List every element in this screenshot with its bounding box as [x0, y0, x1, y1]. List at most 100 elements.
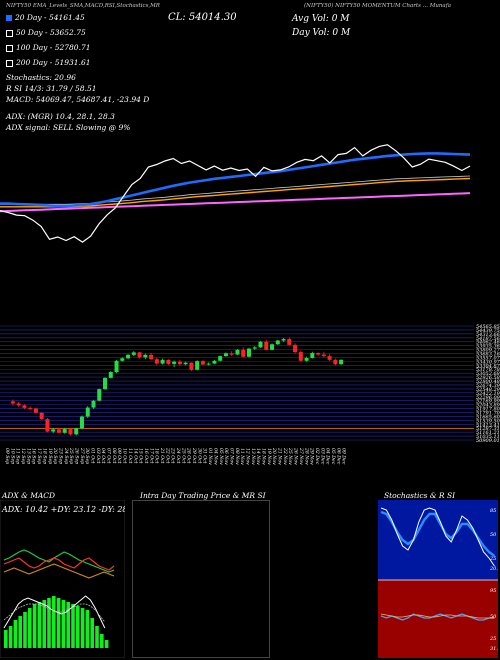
candle-body	[79, 416, 84, 429]
candle-body	[264, 341, 269, 350]
chart-source: (NIFTY50) NIFTY50 MOMENTUM Charts ... Mu…	[304, 3, 452, 9]
candle-body	[258, 341, 263, 348]
macd-bar	[52, 596, 56, 648]
date-tick: 17 Oct	[148, 448, 154, 464]
date-tick: 17 Sep	[36, 448, 42, 464]
date-tick: 26 Sep	[73, 447, 79, 464]
price-tick: 53809.27	[476, 348, 500, 354]
candle-body	[85, 407, 90, 417]
ema100-label: 100 Day - 52780.71	[16, 43, 91, 52]
macd-bar	[18, 616, 22, 648]
macd-bar	[13, 620, 18, 648]
candle-body	[10, 401, 15, 404]
date-tick: 12 Nov	[244, 448, 250, 465]
adx-macd-title: ADX & MACD	[2, 491, 56, 500]
date-tick: 22 Nov	[282, 447, 288, 465]
rsi-readout: R SI 14/3: 31.79 / 58.51	[6, 84, 97, 93]
price-tick: 53935.36	[476, 344, 500, 350]
candle-body	[229, 353, 234, 355]
candle-body	[189, 362, 194, 370]
rsi-signal-line	[380, 613, 495, 619]
candle-body	[316, 352, 321, 355]
date-tick: 31 Oct	[202, 448, 208, 464]
date-tick: 19 Sep	[47, 448, 53, 464]
date-tick: 28 Oct	[186, 447, 192, 464]
date-tick: 24 Oct	[175, 447, 181, 464]
macd-bar	[28, 608, 32, 648]
candle-body	[275, 340, 280, 345]
date-tick: 01 Oct	[90, 448, 96, 464]
price-tick: 53304.87	[476, 363, 500, 369]
price-tick: 51161.21	[476, 430, 500, 436]
adx-line	[3, 563, 115, 579]
date-tick: 12 Sep	[20, 448, 26, 464]
close-price: CL: 54014.30	[168, 12, 237, 23]
date-tick: 03 Dec	[319, 448, 325, 465]
candle-body	[149, 354, 154, 360]
price-tick: 51917.80	[476, 407, 500, 413]
date-tick: 13 Nov	[250, 448, 256, 465]
candle-body	[252, 347, 257, 349]
date-tick: 13 Sep	[25, 448, 31, 464]
date-tick: 11 Sep	[15, 448, 21, 464]
price-tick: 53557.07	[476, 355, 500, 361]
date-tick: 23 Sep	[57, 447, 63, 464]
mr-title: Intra Day Trading Price & MR SI	[140, 491, 266, 500]
date-tick: 30 Sep	[84, 448, 90, 464]
candle-body	[206, 363, 211, 365]
ema-chart	[0, 144, 471, 243]
ema200-line	[0, 192, 471, 213]
candle-body	[241, 349, 246, 357]
date-tick: 09 Sep	[4, 448, 10, 464]
candle-body	[218, 356, 223, 361]
ema20-label: 20 Day - 54161.45	[15, 13, 85, 22]
price-tick: 54187.56	[476, 336, 500, 342]
price-tick: 52422.19	[476, 391, 500, 397]
candle-body	[103, 377, 108, 390]
price-tick: 52800.48	[476, 379, 500, 385]
price-tick: 51539.50	[476, 418, 500, 424]
adx-panel-readout: ADX: 10.42 +DY: 23.12 -DY: 28.5	[1, 505, 125, 514]
macd-bar	[47, 598, 51, 648]
stoch-k-line	[380, 507, 495, 567]
candle-body	[114, 360, 119, 373]
candle-body	[39, 412, 44, 420]
date-tick: 15 Oct	[138, 448, 144, 464]
price-tick: 53178.78	[476, 367, 500, 373]
candle-body	[298, 352, 303, 361]
candle-body	[62, 429, 67, 433]
date-tick: 24 Sep	[63, 447, 69, 464]
price-tick: 53430.97	[476, 359, 500, 365]
adx-plus-line	[3, 549, 115, 573]
date-tick: 28 Nov	[303, 447, 309, 465]
date-tick: 16 Oct	[143, 448, 149, 464]
ema20-swatch	[6, 15, 12, 21]
date-tick: 23 Oct	[170, 447, 176, 464]
date-tick: 16 Sep	[31, 448, 37, 464]
adx-lines	[3, 549, 115, 579]
price-tick: 51665.60	[476, 414, 500, 420]
stoch-title: Stochastics & R SI	[384, 491, 456, 500]
rsi-tick: 50	[490, 614, 497, 620]
chart-title: NIFTY50 EMA_Levels_SMA,MACD,RSI,Stochast…	[6, 3, 160, 9]
stoch-scale: 85 50 25 20.96 95 50 25 31.79	[489, 508, 498, 652]
date-tick: 30 Oct	[196, 448, 202, 464]
date-tick: 09 Oct	[116, 448, 122, 464]
macd-bar	[8, 626, 13, 648]
macd-bar	[61, 600, 66, 648]
price-tick: 54313.66	[476, 332, 500, 338]
date-tick: 04 Oct	[100, 448, 106, 464]
ema-lines	[0, 144, 471, 243]
candle-body	[195, 361, 200, 370]
candle-body	[333, 359, 338, 365]
price-tick: 53683.16	[476, 352, 500, 358]
stoch-tick: 85	[490, 508, 496, 514]
date-tick: 21 Oct	[159, 447, 165, 464]
adx-signal: ADX signal: SELL Slowing @ 9%	[6, 123, 131, 132]
candle-body	[56, 429, 61, 433]
rsi-lines	[380, 613, 495, 621]
candle-body	[287, 338, 292, 345]
candle-body	[28, 407, 33, 409]
candle-body	[108, 372, 113, 378]
date-tick: 18 Sep	[41, 448, 47, 464]
